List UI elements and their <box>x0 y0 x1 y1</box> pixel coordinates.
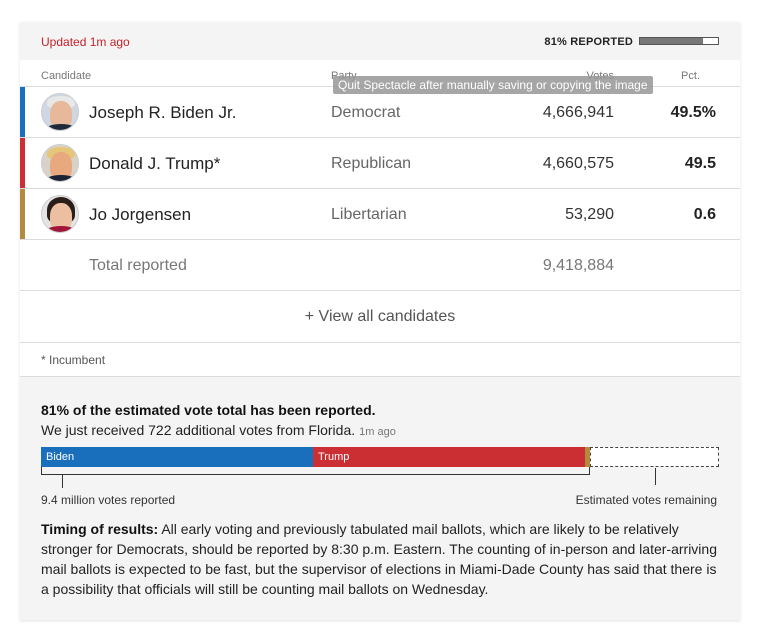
biden-segment: Biden <box>41 447 313 467</box>
candidate-row-jorgensen: Jo Jorgensen Libertarian 53,290 0.6 <box>20 188 740 240</box>
candidate-votes: 53,290 <box>565 206 614 223</box>
candidate-name: Jo Jorgensen <box>89 205 192 224</box>
votes-remaining-label: Estimated votes remaining <box>575 493 717 507</box>
candidate-votes: 4,666,941 <box>542 104 614 121</box>
candidate-party: Democrat <box>331 104 401 121</box>
candidate-row-trump: Donald J. Trump* Republican 4,660,575 49… <box>20 137 740 189</box>
results-header: Updated 1m ago 81% REPORTED <box>20 22 740 60</box>
estimate-subtitle-text: We just received 722 additional votes fr… <box>41 422 356 438</box>
party-color-stripe <box>20 189 25 240</box>
footnote-text: * Incumbent <box>41 353 106 367</box>
trump-portrait <box>41 144 79 182</box>
estimate-subtitle: We just received 722 additional votes fr… <box>41 422 396 438</box>
timing-lead: Timing of results: <box>41 521 159 537</box>
reported-bracket <box>41 467 590 475</box>
timing-body: All early voting and previously tabulate… <box>41 521 717 597</box>
screenshot-tooltip: Quit Spectacle after manually saving or … <box>333 76 653 94</box>
trump-segment: Trump <box>313 447 585 467</box>
reported-progress-bar <box>639 37 719 45</box>
candidate-pct: 49.5% <box>670 104 716 121</box>
candidate-name: Donald J. Trump* <box>89 154 221 173</box>
party-color-stripe <box>20 87 25 138</box>
candidate-row-biden: Joseph R. Biden Jr. Democrat 4,666,941 4… <box>20 86 740 138</box>
view-all-candidates-button[interactable]: + View all candidates <box>20 290 740 342</box>
candidate-pct: 49.5 <box>684 155 716 172</box>
candidate-votes: 4,660,575 <box>542 155 614 172</box>
estimated-vote-bar: Biden Trump <box>41 447 719 467</box>
reported-progress-fill <box>640 38 704 44</box>
total-votes: 9,418,884 <box>542 257 614 274</box>
candidate-party: Republican <box>331 155 412 172</box>
other-segment <box>585 447 590 467</box>
votes-reported-label: 9.4 million votes reported <box>41 493 176 507</box>
results-table: Candidate Party Votes Pct. Joseph R. Bid… <box>20 60 740 342</box>
total-reported-row: Total reported 9,418,884 <box>20 239 740 291</box>
reported-tick <box>62 475 63 488</box>
updated-timestamp: Updated 1m ago <box>41 35 130 49</box>
results-card: Updated 1m ago 81% REPORTED Candidate Pa… <box>20 22 740 620</box>
column-candidate: Candidate <box>41 70 92 82</box>
incumbent-footnote: * Incumbent <box>20 342 740 377</box>
timing-of-results: Timing of results: All early voting and … <box>41 519 721 599</box>
candidate-name: Joseph R. Biden Jr. <box>89 103 237 122</box>
estimate-title: 81% of the estimated vote total has been… <box>41 402 376 418</box>
party-color-stripe <box>20 138 25 189</box>
candidate-pct: 0.6 <box>693 206 716 223</box>
biden-portrait <box>41 93 79 131</box>
column-pct: Pct. <box>681 70 700 82</box>
reported-percentage: 81% REPORTED <box>544 36 633 48</box>
estimate-subtitle-ago: 1m ago <box>359 426 396 438</box>
jorgensen-portrait <box>41 195 79 233</box>
total-label: Total reported <box>89 257 187 274</box>
remaining-tick <box>655 468 656 485</box>
remaining-segment <box>590 447 719 467</box>
candidate-party: Libertarian <box>331 206 407 223</box>
